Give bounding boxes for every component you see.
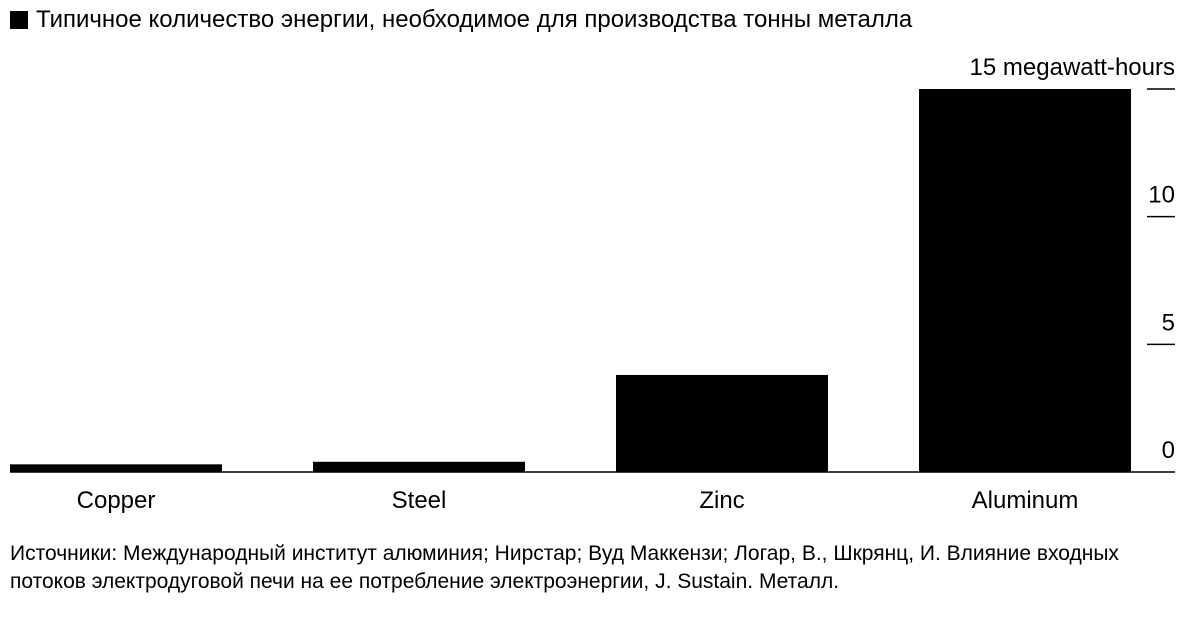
legend: Типичное количество энергии, необходимое… — [10, 6, 912, 34]
x-tick-label: Aluminum — [972, 487, 1079, 514]
y-tick-label: 0 — [1162, 437, 1175, 464]
y-tick-label: 5 — [1162, 309, 1175, 336]
bar-chart: Copper Steel Zinc Aluminum 0 5 10 15 megawatt-h… — [10, 54, 1175, 514]
y-tick-label: 15 megawatt-hours — [970, 54, 1175, 81]
legend-label: Типичное количество энергии, необходимое… — [36, 6, 913, 33]
x-tick-label: Steel — [392, 487, 447, 514]
x-tick-label: Zinc — [699, 487, 744, 514]
legend-swatch — [10, 11, 28, 29]
source-note: Источники: Международный институт алюмин… — [10, 542, 1119, 593]
y-tick-label: 10 — [1148, 182, 1175, 209]
x-tick-label: Copper — [77, 487, 156, 514]
bar-aluminum — [919, 89, 1131, 472]
bar-steel — [313, 461, 525, 472]
bar-zinc — [616, 374, 828, 472]
bar-copper — [10, 464, 222, 472]
